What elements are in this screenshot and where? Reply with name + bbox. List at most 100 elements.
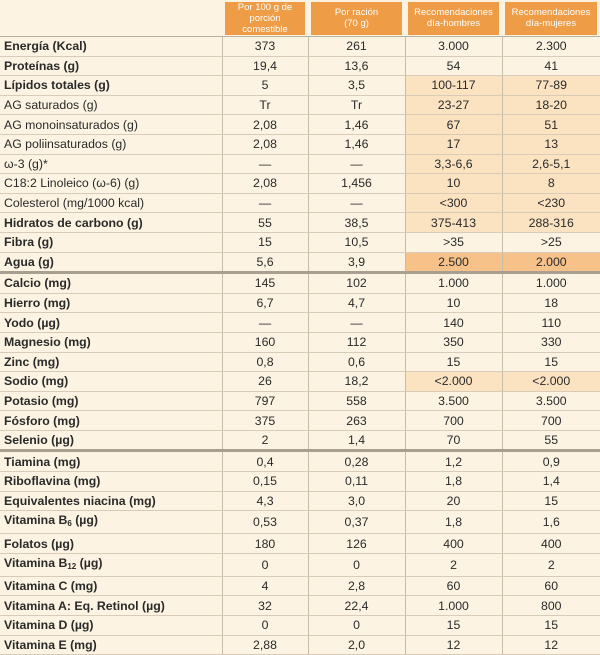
- table-row: ω-3 (g)* — —3,3-6,6 2,6-5,1: [0, 154, 600, 175]
- value-rec-women: 288-316: [502, 212, 600, 233]
- header-per-100g-line1: Por 100 g de: [237, 1, 293, 13]
- nutrient-label: Hidratos de carbono (g): [0, 212, 223, 233]
- value-rec-men: 2.500: [405, 252, 503, 274]
- value-per-serving: 3,9: [308, 252, 406, 274]
- value-rec-men: <300: [405, 193, 503, 214]
- table-row: Fósforo (mg) 375 263 700 700: [0, 410, 600, 431]
- nutrition-table-body: Energía (Kcal) 373 261 3.000 2.300 Proteínas …: [0, 36, 600, 655]
- value-rec-men: <2.000: [405, 371, 503, 392]
- nutrient-label: Lípidos totales (g): [0, 75, 223, 96]
- nutrient-label: AG saturados (g): [0, 95, 223, 116]
- value-per-100g: 2,88: [222, 635, 309, 655]
- nutrient-label: Magnesio (mg): [0, 332, 223, 353]
- header-per-serving: Por ración (70 g): [308, 0, 405, 37]
- nutrient-label: Vitamina B12 (µg): [0, 553, 223, 577]
- value-per-serving: 38,5: [308, 212, 406, 233]
- nutrient-label: Vitamina C (mg): [0, 576, 223, 597]
- table-row: Zinc (mg) 0,8 0,6 15 15: [0, 352, 600, 373]
- value-rec-men: 60: [405, 576, 503, 597]
- value-rec-men: 54: [405, 56, 503, 77]
- value-per-100g: 160: [222, 332, 309, 353]
- value-per-100g: 2,08: [222, 173, 309, 194]
- nutrient-subscript: 12: [67, 561, 77, 571]
- value-per-serving: —: [308, 193, 406, 214]
- value-rec-men: 17: [405, 134, 503, 155]
- table-row: AG poliinsaturados (g) 2,08 1,46 17 13: [0, 134, 600, 155]
- table-row: Proteínas (g) 19,4 13,6 54 41: [0, 56, 600, 77]
- value-rec-men: 375-413: [405, 212, 503, 233]
- value-rec-men: 10: [405, 293, 503, 314]
- value-rec-men: 70: [405, 430, 503, 452]
- nutrient-name: Tiamina (mg): [4, 454, 81, 469]
- value-rec-women: 400: [502, 533, 600, 554]
- nutrient-label: Energía (Kcal): [0, 36, 223, 57]
- value-per-serving: 263: [308, 410, 406, 431]
- value-rec-women: 18-20: [502, 95, 600, 116]
- table-row: Vitamina A: Eq. Retinol (µg) 32 22,4 1.000 8…: [0, 595, 600, 617]
- value-rec-women: 8: [502, 173, 600, 194]
- value-rec-women: >25: [502, 232, 600, 253]
- value-rec-men: 140: [405, 312, 503, 333]
- value-per-100g: 4,3: [222, 491, 309, 512]
- header-rec-men-line2: día-hombres: [426, 18, 481, 29]
- table-row: Agua (g) 5,6 3,9 2.500 2.000: [0, 252, 600, 274]
- value-per-100g: 2: [222, 430, 309, 452]
- nutrient-name: Potasio (mg): [4, 393, 79, 408]
- value-rec-women: 51: [502, 114, 600, 135]
- nutrient-name: Colesterol (mg/1000 kcal): [4, 196, 145, 211]
- value-per-serving: Tr: [308, 95, 406, 116]
- nutrient-name: Riboflavina (mg): [4, 474, 101, 489]
- value-per-serving: 1,46: [308, 134, 406, 155]
- value-rec-men: 3,3-6,6: [405, 154, 503, 175]
- nutrient-name: Magnesio (mg): [4, 335, 91, 350]
- value-rec-women: 18: [502, 293, 600, 314]
- value-rec-men: 1,8: [405, 471, 503, 492]
- header-blank: [0, 0, 222, 37]
- value-rec-women: 2: [502, 553, 600, 577]
- value-per-100g: 0: [222, 615, 309, 636]
- value-rec-men: 700: [405, 410, 503, 431]
- table-row: Selenio (µg) 2 1,4 70 55: [0, 430, 600, 452]
- value-per-serving: 3,5: [308, 75, 406, 96]
- nutrient-unit: (µg): [76, 555, 103, 570]
- header-row: Por 100 g de porción comestible Por raci…: [0, 0, 600, 37]
- nutrient-name: Vitamina B: [4, 555, 68, 570]
- value-per-serving: 1,456: [308, 173, 406, 194]
- value-rec-men: 10: [405, 173, 503, 194]
- table-row: Vitamina B6 (µg) 0,53 0,37 1,8 1,6: [0, 510, 600, 535]
- table-row: Magnesio (mg) 160 112 350 330: [0, 332, 600, 353]
- header-rec-men-line1: Recomendaciones: [414, 7, 493, 18]
- nutrient-label: Vitamina B6 (µg): [0, 510, 223, 535]
- value-rec-women: 700: [502, 410, 600, 431]
- value-per-serving: 0,6: [308, 352, 406, 373]
- table-row: Colesterol (mg/1000 kcal) — — <300 <230: [0, 193, 600, 214]
- nutrient-name: Equivalentes niacina (mg): [4, 493, 156, 508]
- value-rec-women: 15: [502, 352, 600, 373]
- value-per-100g: 6,7: [222, 293, 309, 314]
- value-rec-women: 13: [502, 134, 600, 155]
- nutrient-name: Vitamina A: Eq. Retinol (µg): [4, 598, 165, 613]
- value-rec-men: 15: [405, 615, 503, 636]
- value-rec-men: 1,8: [405, 510, 503, 535]
- nutrient-label: Folatos (µg): [0, 533, 223, 554]
- value-per-serving: —: [308, 154, 406, 175]
- nutrient-label: Vitamina D (µg): [0, 615, 223, 636]
- nutrient-name: ω-3 (g)*: [4, 156, 48, 171]
- value-rec-women: 3.500: [502, 391, 600, 412]
- value-per-100g: 32: [222, 595, 309, 617]
- value-per-100g: —: [222, 154, 309, 175]
- nutrient-label: Fósforo (mg): [0, 410, 223, 431]
- nutrient-subscript: 6: [67, 519, 72, 529]
- nutrient-label: AG monoinsaturados (g): [0, 114, 223, 135]
- value-rec-women: 12: [502, 635, 600, 655]
- value-rec-men: 3.500: [405, 391, 503, 412]
- table-row: Yodo (µg) — —140 110: [0, 312, 600, 333]
- value-per-100g: 375: [222, 410, 309, 431]
- value-per-serving: 10,5: [308, 232, 406, 253]
- value-rec-men: 3.000: [405, 36, 503, 57]
- value-per-100g: 5: [222, 75, 309, 96]
- value-per-serving: 2,8: [308, 576, 406, 597]
- value-rec-women: 15: [502, 615, 600, 636]
- nutrient-name: Selenio (µg): [4, 433, 74, 448]
- nutrient-label: ω-3 (g)*: [0, 154, 223, 175]
